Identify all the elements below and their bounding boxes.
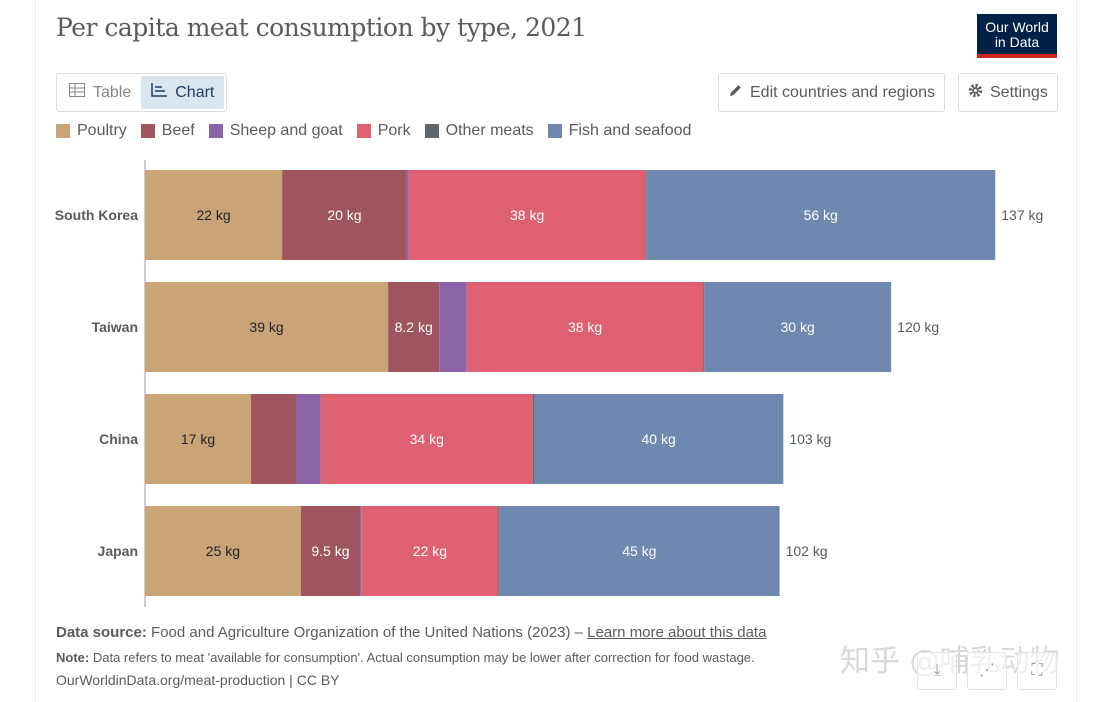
share-button[interactable]: ⋰: [967, 652, 1007, 690]
bar-segment: [145, 506, 301, 596]
legend-item[interactable]: Other meats: [424, 122, 534, 140]
bar-segment: [250, 394, 297, 484]
legend-swatch: [140, 124, 155, 138]
settings-label: Settings: [990, 83, 1048, 101]
tab-chart[interactable]: Chart: [141, 76, 225, 109]
data-label: 20 kg: [327, 207, 361, 223]
tab-table[interactable]: Table: [59, 76, 141, 109]
legend-label: Beef: [161, 122, 195, 139]
legend-item[interactable]: Fish and seafood: [547, 122, 692, 140]
bar-segment: [533, 394, 784, 484]
legend-label: Pork: [377, 122, 411, 139]
legend-label: Other meats: [445, 122, 534, 139]
total-label: 120 kg: [897, 319, 939, 335]
data-source-text: Food and Agriculture Organization of the…: [151, 624, 583, 641]
data-label: 30 kg: [781, 319, 815, 335]
note-label: Note:: [56, 650, 90, 665]
tab-table-label: Table: [93, 83, 132, 101]
chart-note: Note: Data refers to meat 'available for…: [56, 650, 755, 665]
bar-segment: [320, 394, 533, 484]
settings-button[interactable]: Settings: [958, 73, 1058, 112]
total-label: 137 kg: [1001, 207, 1043, 223]
data-source: Data source: Food and Agriculture Organi…: [56, 624, 766, 641]
chart-title: Per capita meat consumption by type, 202…: [56, 13, 587, 42]
stacked-bar-chart: South Korea 22 kg 20 kg 38 kg 56 kg 137 kg Tai…: [55, 160, 1043, 607]
bar-segment: [645, 170, 647, 260]
data-label: 56 kg: [804, 207, 838, 223]
bar-segment: [360, 506, 362, 596]
edit-countries-label: Edit countries and regions: [750, 83, 935, 101]
bar-segment: [408, 170, 646, 260]
bar-segment: [145, 394, 251, 484]
download-button[interactable]: ⤓: [917, 652, 957, 690]
data-label: 8.2 kg: [395, 319, 433, 335]
table-icon: [69, 83, 85, 102]
data-source-label: Data source:: [56, 624, 147, 641]
edit-countries-button[interactable]: Edit countries and regions: [718, 73, 945, 112]
bar-segment: [703, 282, 705, 372]
legend-label: Poultry: [77, 122, 127, 139]
legend-label: Sheep and goat: [229, 122, 343, 139]
data-label: 38 kg: [568, 319, 602, 335]
total-label: 103 kg: [789, 431, 831, 447]
bar-segment: [466, 282, 704, 372]
data-label: 22 kg: [196, 207, 230, 223]
data-label: 38 kg: [510, 207, 544, 223]
bar-segment: [499, 506, 780, 596]
tab-chart-label: Chart: [175, 83, 215, 101]
owid-logo[interactable]: Our World in Data: [977, 14, 1057, 58]
legend-item[interactable]: Sheep and goat: [208, 122, 343, 140]
legend-item[interactable]: Pork: [356, 122, 411, 140]
bar-segment: [145, 282, 389, 372]
bar-segment: [704, 282, 892, 372]
data-label: 25 kg: [206, 543, 240, 559]
bar-segment: [532, 394, 534, 484]
fullscreen-button[interactable]: ⛶: [1017, 652, 1057, 690]
data-label: 34 kg: [410, 431, 444, 447]
share-icon: ⋰: [979, 662, 995, 679]
legend-swatch: [547, 124, 562, 138]
data-label: 39 kg: [249, 319, 283, 335]
bar-segment: [300, 506, 361, 596]
logo-line1: Our World: [985, 19, 1049, 35]
category-label: Taiwan: [92, 319, 138, 335]
chart-icon: [151, 83, 168, 102]
view-tabs: Table Chart: [56, 73, 228, 112]
bar-segment: [406, 170, 409, 260]
gear-icon: [968, 83, 983, 103]
data-label: 17 kg: [181, 431, 215, 447]
bar-segment: [646, 170, 996, 260]
data-label: 45 kg: [622, 543, 656, 559]
credit-line[interactable]: OurWorldinData.org/meat-production | CC …: [56, 672, 340, 688]
chart-legend: Poultry Beef Sheep and goat Pork Other meats…: [56, 122, 691, 140]
legend-swatch: [424, 124, 439, 138]
download-icon: ⤓: [933, 662, 941, 679]
legend-swatch: [356, 124, 371, 138]
bar-segment: [388, 282, 440, 372]
bar-segment: [145, 170, 283, 260]
chart-frame: [35, 0, 1077, 702]
learn-more-link[interactable]: Learn more about this data: [587, 624, 767, 641]
fullscreen-icon: ⛶: [1031, 662, 1043, 679]
pencil-icon: [728, 83, 743, 103]
bar-segment: [296, 394, 321, 484]
data-label: 40 kg: [642, 431, 676, 447]
bar-segment: [498, 506, 500, 596]
legend-swatch: [208, 124, 223, 138]
logo-line2: in Data: [994, 34, 1040, 50]
data-label: 22 kg: [413, 543, 447, 559]
bar-segment: [282, 170, 407, 260]
data-label: 9.5 kg: [311, 543, 349, 559]
legend-swatch: [56, 124, 70, 138]
legend-item[interactable]: Poultry: [56, 122, 127, 140]
total-label: 102 kg: [786, 543, 828, 559]
legend-item[interactable]: Beef: [140, 122, 195, 140]
category-label: Japan: [98, 543, 138, 559]
note-text: Data refers to meat 'available for consu…: [92, 650, 755, 665]
category-label: South Korea: [55, 207, 138, 223]
legend-label: Fish and seafood: [568, 122, 692, 139]
category-label: China: [99, 431, 138, 447]
bar-segment: [361, 506, 499, 596]
bar-segment: [439, 282, 467, 372]
